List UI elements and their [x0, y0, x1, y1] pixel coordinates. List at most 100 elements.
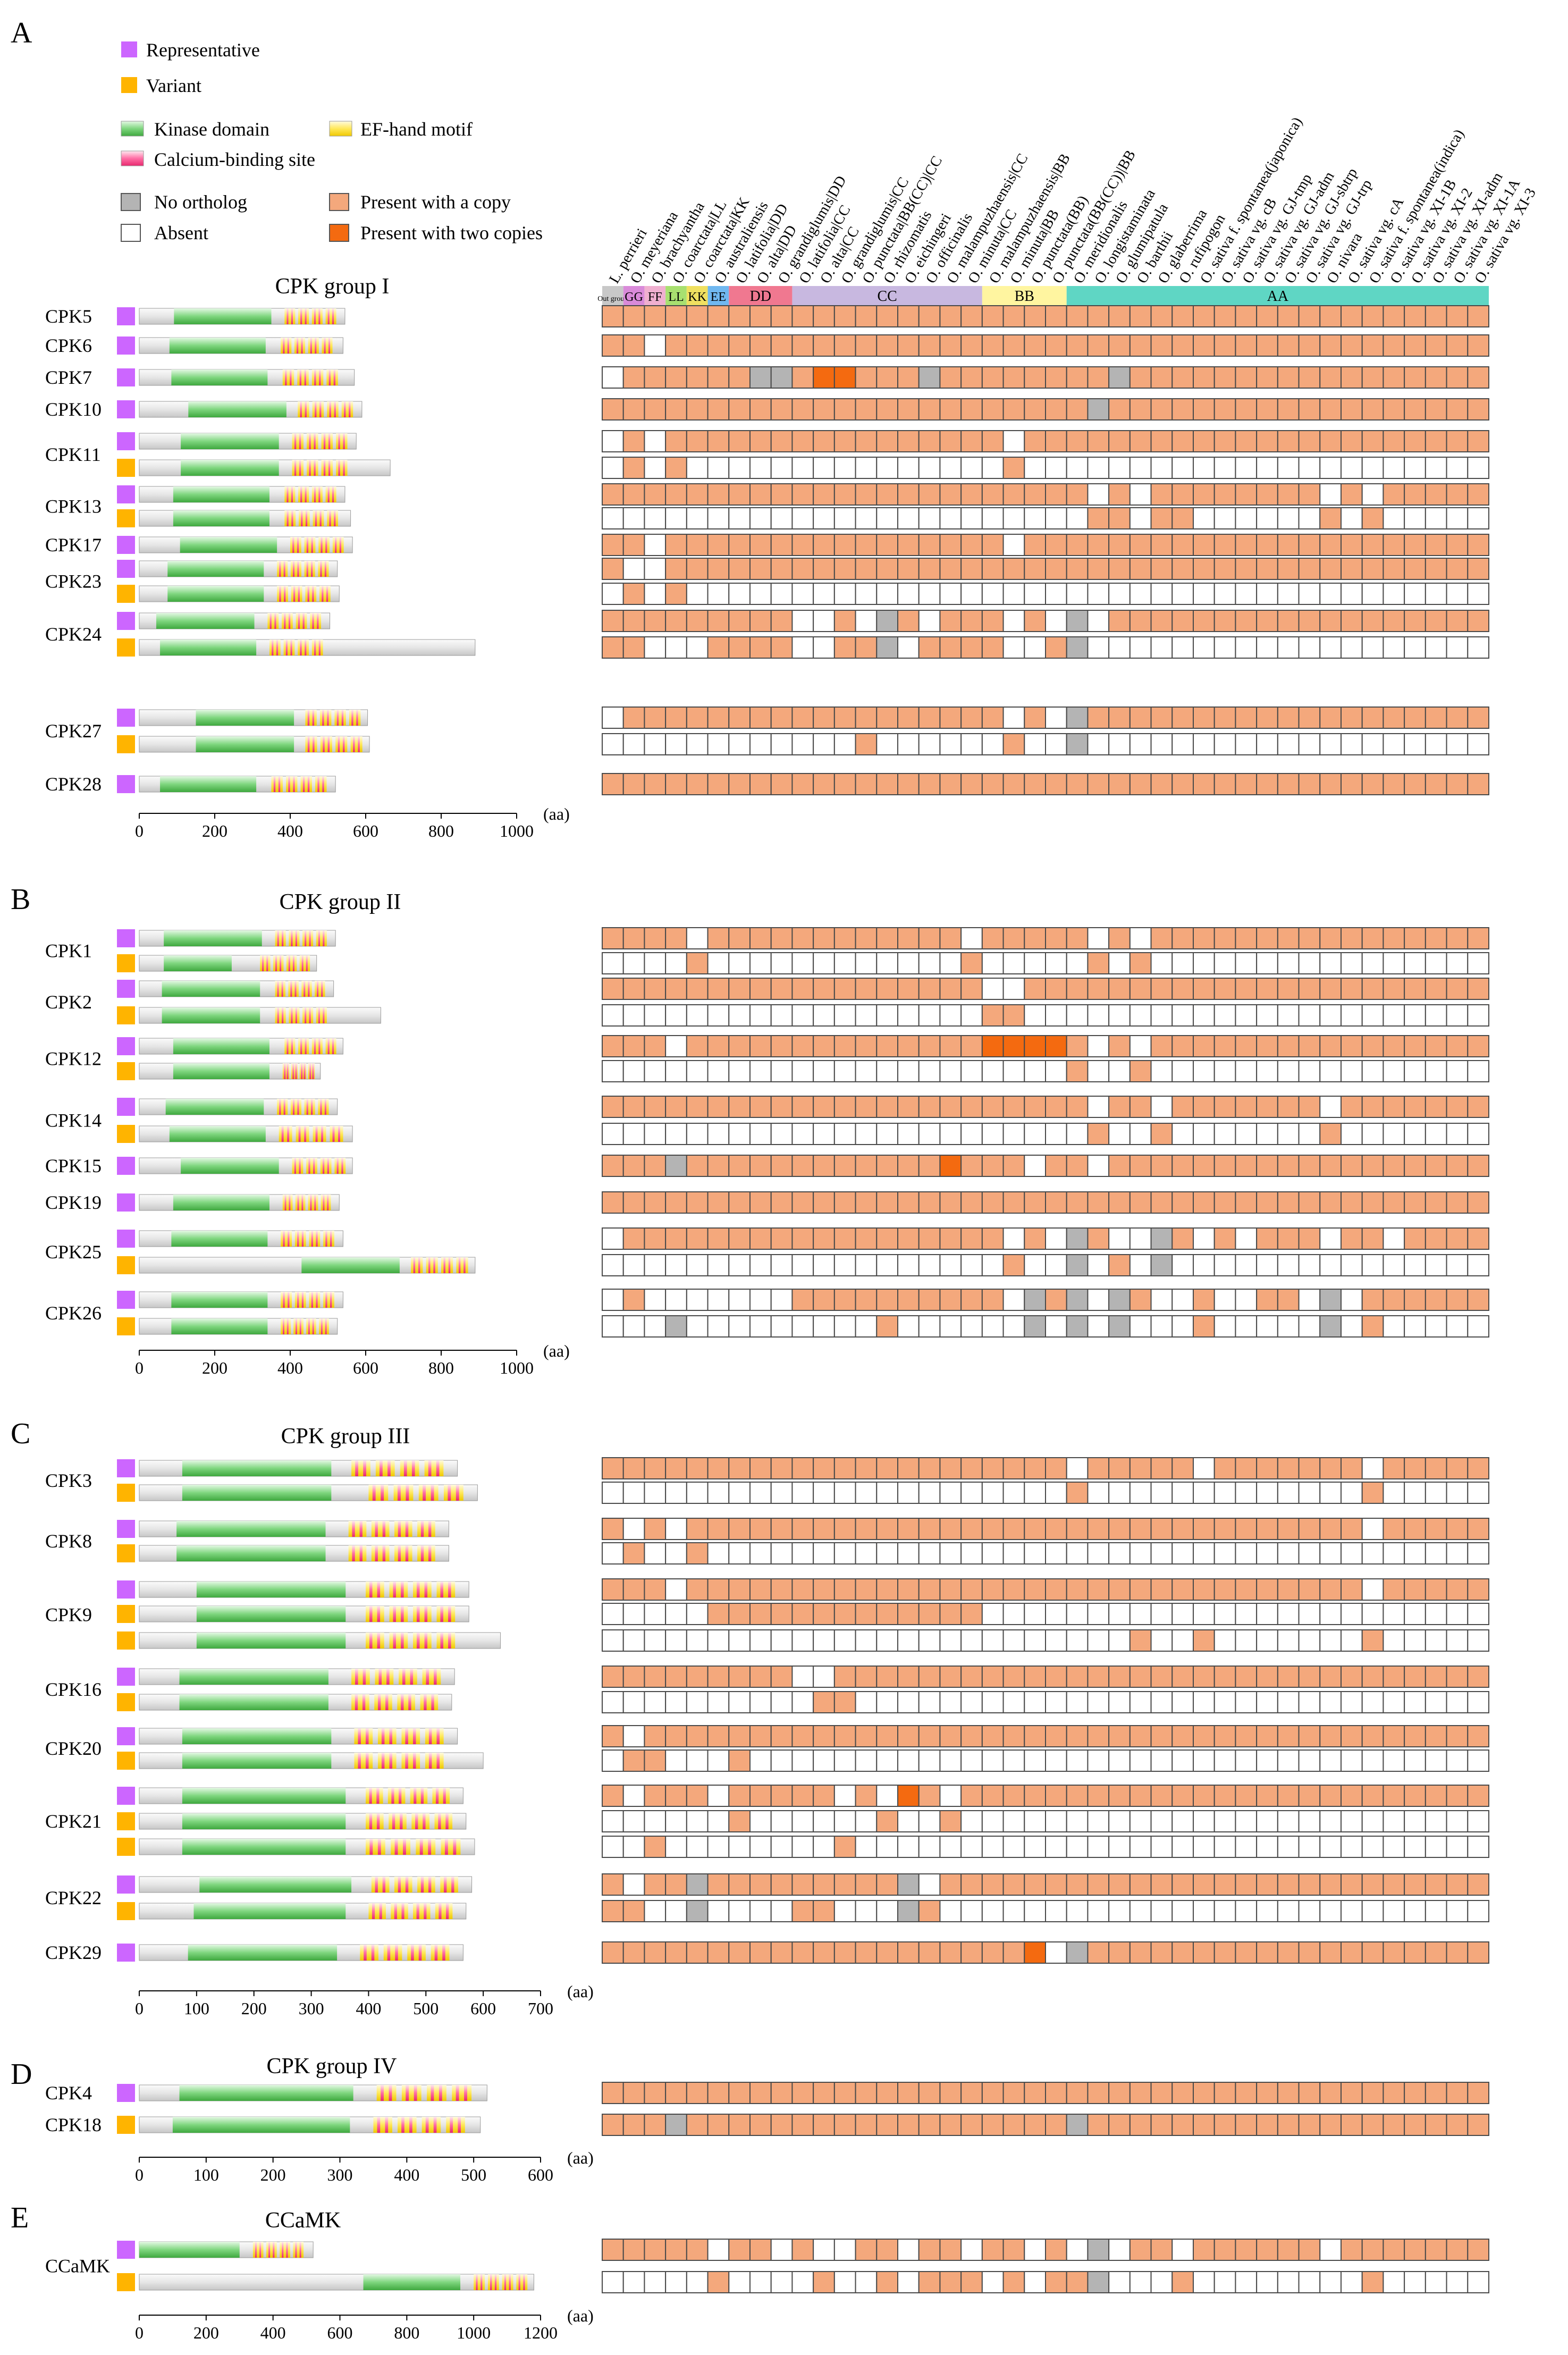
presence-cell [1382, 1691, 1405, 1713]
presence-cell [665, 1123, 687, 1145]
presence-cell [1382, 1873, 1405, 1896]
calcium-binding-site [428, 1257, 431, 1273]
presence-cell [1129, 952, 1152, 974]
presence-cell [622, 1123, 645, 1145]
presence-cell [749, 610, 772, 632]
presence-cell [1002, 1482, 1025, 1504]
presence-cell [960, 1542, 983, 1565]
presence-cell [1467, 636, 1489, 659]
presence-cell [1341, 1155, 1363, 1177]
presence-cell [770, 2082, 793, 2104]
presence-cell [1108, 2114, 1131, 2136]
presence-cell [1298, 1227, 1321, 1250]
presence-cell [855, 1691, 878, 1713]
presence-cell [1213, 733, 1236, 755]
presence-cell [1087, 1096, 1110, 1118]
representative-marker [117, 368, 135, 386]
presence-cell [1024, 1810, 1047, 1832]
presence-cell [686, 1289, 709, 1311]
presence-cell [1171, 1666, 1194, 1688]
calcium-binding-site [315, 338, 317, 354]
presence-cell [1045, 534, 1067, 556]
ef-hand-motif [389, 1813, 407, 1829]
presence-cell [1213, 457, 1236, 479]
calcium-binding-site [451, 1877, 454, 1893]
presence-cell [897, 1941, 920, 1964]
presence-cell [707, 927, 730, 949]
presence-cell [1404, 1254, 1426, 1276]
presence-cell [1087, 1785, 1110, 1807]
presence-cell [1424, 2239, 1447, 2261]
genome-group-label-1: GG [625, 290, 643, 304]
presence-cell [602, 1227, 624, 1250]
presence-cell [1213, 1785, 1236, 1807]
presence-cell [1404, 1785, 1426, 1807]
presence-cell [1319, 457, 1342, 479]
presence-cell [960, 1785, 983, 1807]
calcium-binding-site [301, 1195, 304, 1210]
presence-cell [833, 1096, 856, 1118]
presence-cell [749, 2082, 772, 2104]
presence-cell [813, 1836, 835, 1858]
presence-cell [665, 1691, 687, 1713]
presence-cell [1235, 1666, 1258, 1688]
calcium-binding-site [332, 308, 334, 324]
presence-cell [1319, 1035, 1342, 1057]
presence-cell [644, 457, 667, 479]
presence-cell [813, 1004, 835, 1027]
kinase-domain [182, 1460, 332, 1476]
presence-cell [1277, 305, 1300, 327]
presence-cell [1213, 1457, 1236, 1479]
presence-cell [1171, 1254, 1194, 1276]
presence-cell [981, 2082, 1004, 2104]
presence-cell [1404, 1155, 1426, 1177]
calcium-binding-site [286, 308, 289, 324]
ef-hand-motif [293, 2242, 304, 2258]
presence-cell [1446, 2114, 1469, 2136]
presence-cell [665, 1542, 687, 1565]
calcium-binding-site [424, 1633, 428, 1648]
presence-cell [1256, 952, 1278, 974]
presence-cell [770, 1457, 793, 1479]
presence-cell [855, 457, 878, 479]
ef-hand-motif [436, 1633, 456, 1648]
presence-cell [1404, 1457, 1426, 1479]
presence-cell [897, 1810, 920, 1832]
calcium-binding-site [353, 736, 355, 752]
gene-label-CPK26: CPK26 [45, 1302, 102, 1324]
presence-cell [1150, 430, 1173, 452]
presence-cell [981, 706, 1004, 729]
presence-cell [960, 1603, 983, 1625]
presence-cell [1404, 1691, 1426, 1713]
calcium-binding-site [405, 1728, 408, 1744]
presence-cell [981, 610, 1004, 632]
presence-cell [1256, 1004, 1278, 1027]
presence-cell [876, 1725, 899, 1747]
presence-cell [728, 773, 751, 795]
presence-cell [981, 1900, 1004, 1922]
calcium-binding-site [424, 1694, 427, 1710]
presence-cell [1002, 1289, 1025, 1311]
presence-cell [602, 398, 624, 420]
presence-cell [1424, 978, 1447, 1000]
presence-cell [855, 1315, 878, 1338]
presence-cell [1002, 1725, 1025, 1747]
presence-cell [770, 430, 793, 452]
representative-marker [117, 1580, 135, 1599]
ef-hand-motif [366, 1788, 383, 1804]
calcium-binding-site [327, 486, 330, 502]
presence-cell [749, 1836, 772, 1858]
presence-cell [622, 927, 645, 949]
presence-cell [791, 1060, 814, 1082]
presence-cell [1277, 1123, 1300, 1145]
ef-hand-motif [319, 1318, 329, 1334]
presence-cell [1319, 1785, 1342, 1807]
calcium-binding-site [314, 433, 316, 449]
calcium-binding-site [376, 1813, 380, 1829]
presence-cell [897, 1482, 920, 1504]
presence-cell [1087, 1254, 1110, 1276]
presence-cell [960, 1315, 983, 1338]
presence-cell [707, 483, 730, 506]
